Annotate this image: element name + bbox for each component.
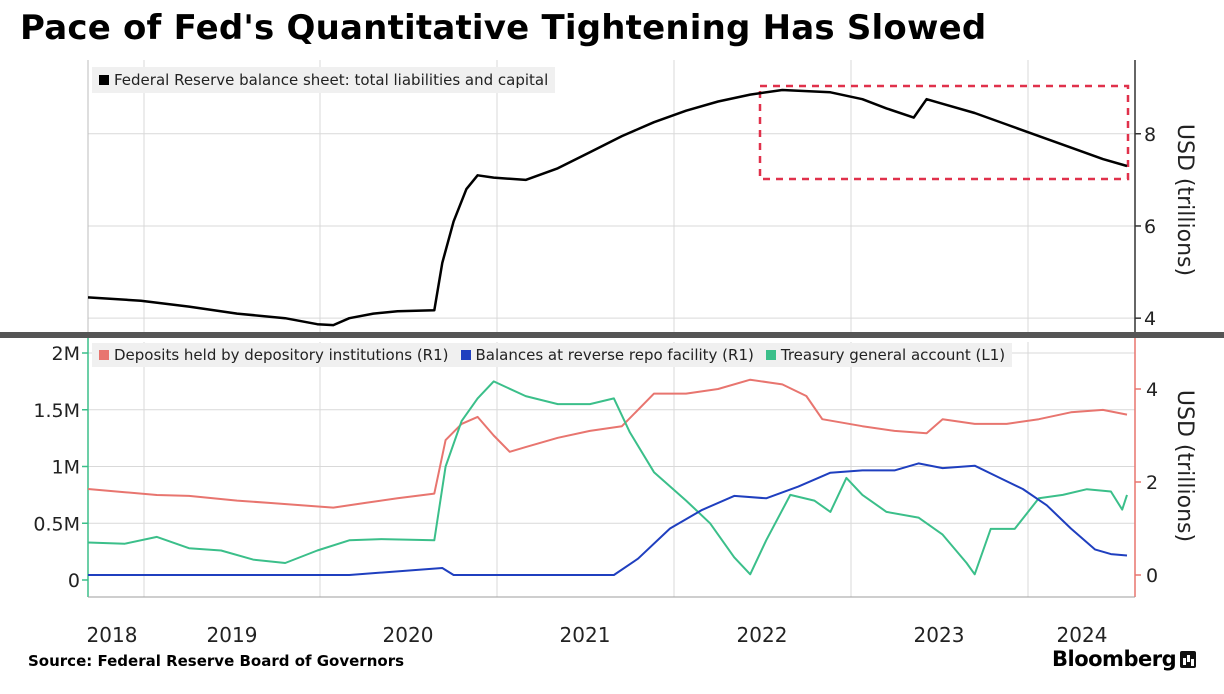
tga-line [87,380,1128,576]
top-legend: Federal Reserve balance sheet: total lia… [92,67,556,93]
bottom-left-tick-label: 0 [68,570,80,592]
top-ytick-label: 8 [1144,124,1156,146]
bottom-right-tick-label: 2 [1146,472,1158,494]
balance-sheet-line [87,88,1128,327]
legend-swatch-deposits [99,350,109,360]
bloomberg-logo: Bloomberg [1052,647,1177,671]
top-ytick-label: 6 [1144,216,1156,238]
bloomberg-terminal-icon [1180,651,1196,668]
top-ytick-label: 4 [1144,308,1156,330]
chart-title: Pace of Fed's Quantitative Tightening Ha… [20,8,987,48]
bottom-left-tick-label: 0.5M [33,513,80,535]
bottom-ylabel: USD (trillions) [1172,390,1197,542]
legend-label-balance-sheet: Federal Reserve balance sheet: total lia… [114,71,549,89]
x-tick-label: 2022 [737,623,788,647]
bottom-left-tick-label: 1M [52,457,80,479]
legend-label-tga: Treasury general account (L1) [780,346,1006,364]
highlight-box [758,84,1130,181]
x-tick-label: 2019 [207,623,258,647]
legend-swatch-tga [765,350,776,360]
bottom-right-tick-label: 0 [1146,565,1158,587]
bottom-legend: Deposits held by depository institutions… [92,343,1013,367]
source-note: Source: Federal Reserve Board of Governo… [28,652,405,670]
bottom-left-tick-label: 2M [52,343,80,365]
x-tick-label: 2018 [87,623,138,647]
bottom-left-tick-label: 1.5M [33,400,80,422]
panel-separator [0,332,1224,338]
top-ylabel: USD (trillions) [1172,124,1197,276]
legend-swatch-reverse-repo [460,350,471,360]
legend-label-deposits: Deposits held by depository institutions… [114,346,449,364]
x-tick-label: 2023 [914,623,965,647]
reverse-repo-line [88,462,1128,576]
x-tick-label: 2020 [383,623,434,647]
x-tick-label: 2024 [1057,623,1108,647]
x-tick-label: 2021 [560,623,611,647]
legend-swatch-balance-sheet [99,75,109,85]
deposits-line [87,378,1128,509]
legend-label-reverse-repo: Balances at reverse repo facility (R1) [475,346,754,364]
bottom-right-tick-label: 4 [1146,379,1158,401]
